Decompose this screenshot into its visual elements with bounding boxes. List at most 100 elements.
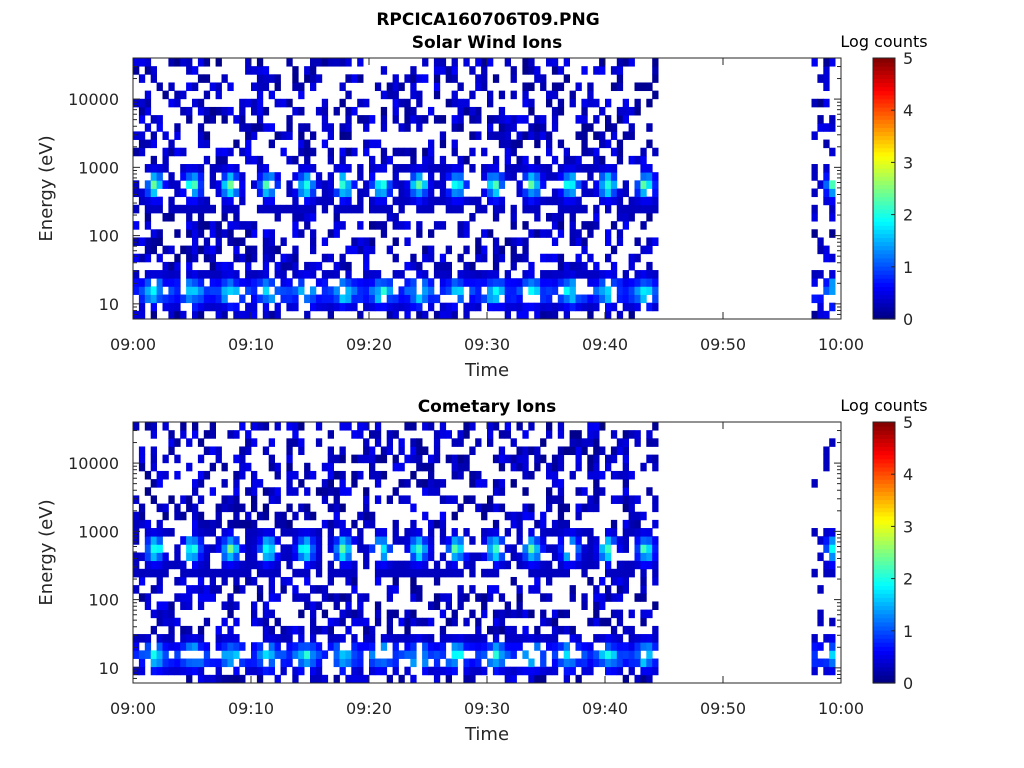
heatmap-cell	[209, 585, 216, 594]
heatmap-cell	[304, 74, 311, 83]
heatmap-cell	[239, 188, 246, 198]
heatmap-cell	[534, 446, 541, 456]
heatmap-cell	[386, 560, 393, 570]
heatmap-cell	[628, 123, 635, 132]
heatmap-cell	[233, 253, 240, 263]
heatmap-cell	[581, 568, 588, 578]
heatmap-cell	[162, 294, 169, 304]
heatmap-cell	[445, 495, 452, 504]
heatmap-cell	[622, 625, 629, 635]
heatmap-cell	[487, 229, 494, 238]
heatmap-cell	[327, 172, 334, 181]
heatmap-cell	[245, 568, 252, 578]
heatmap-cell	[156, 237, 163, 246]
colorbar-segment	[873, 241, 895, 247]
heatmap-cell	[622, 544, 629, 553]
heatmap-cell	[557, 188, 565, 198]
heatmap-cell	[593, 212, 600, 222]
heatmap-cell	[197, 576, 205, 586]
heatmap-cell	[829, 544, 836, 553]
colorbar-segment	[873, 442, 895, 448]
heatmap-cell	[628, 503, 635, 513]
heatmap-cell	[298, 568, 305, 578]
heatmap-cell	[475, 253, 482, 263]
heatmap-cell	[457, 650, 464, 659]
heatmap-cell	[392, 560, 399, 570]
heatmap-cell	[428, 155, 435, 165]
heatmap-cell	[286, 642, 293, 651]
heatmap-cell	[475, 58, 482, 67]
heatmap-cell	[150, 544, 157, 553]
heatmap-cell	[233, 536, 240, 545]
colorbar-segment	[873, 261, 895, 267]
heatmap-cell	[540, 164, 547, 173]
heatmap-cell	[357, 470, 364, 480]
heatmap-cell	[351, 302, 358, 312]
heatmap-cell	[286, 155, 293, 165]
heatmap-cell	[439, 634, 447, 643]
heatmap-cell	[404, 98, 411, 108]
heatmap-cell	[256, 585, 264, 594]
heatmap-cell	[292, 302, 299, 312]
heatmap-cell	[209, 180, 216, 189]
heatmap-cell	[587, 422, 594, 431]
heatmap-cell	[410, 617, 417, 627]
heatmap-cell	[646, 430, 653, 439]
heatmap-cell	[339, 609, 346, 619]
heatmap-cell	[640, 147, 647, 157]
heatmap-cell	[481, 245, 488, 255]
heatmap-cell	[628, 666, 635, 676]
heatmap-cell	[156, 204, 163, 214]
heatmap-cell	[622, 642, 629, 651]
heatmap-cell	[422, 253, 429, 263]
heatmap-cell	[321, 253, 329, 263]
heatmap-cell	[180, 495, 187, 504]
heatmap-cell	[640, 511, 647, 521]
heatmap-cell	[327, 430, 334, 439]
heatmap-cell	[374, 536, 382, 545]
heatmap-cell	[522, 278, 529, 287]
heatmap-cell	[363, 123, 370, 132]
colorbar-segment	[873, 625, 895, 631]
heatmap-cell	[251, 302, 258, 312]
heatmap-cell	[262, 278, 270, 287]
colorbar-tick-label: 3	[903, 517, 913, 536]
heatmap-cell	[593, 147, 600, 157]
heatmap-cell	[569, 446, 576, 456]
heatmap-cell	[439, 180, 447, 189]
heatmap-cell	[451, 511, 458, 521]
heatmap-cell	[569, 98, 576, 108]
heatmap-cell	[315, 294, 323, 304]
heatmap-cell	[363, 552, 370, 562]
heatmap-cell	[150, 115, 157, 124]
heatmap-cell	[457, 155, 464, 165]
heatmap-cell	[292, 438, 299, 447]
heatmap-cell	[251, 245, 258, 255]
heatmap-cell	[274, 519, 281, 529]
heatmap-cell	[593, 470, 600, 480]
heatmap-cell	[298, 188, 305, 198]
heatmap-cell	[221, 536, 228, 545]
heatmap-cell	[310, 196, 317, 206]
heatmap-cell	[540, 560, 547, 570]
heatmap-cell	[386, 204, 393, 214]
heatmap-cell	[634, 180, 641, 189]
heatmap-cell	[410, 576, 417, 586]
heatmap-cell	[439, 593, 447, 602]
heatmap-cell	[528, 528, 535, 537]
heatmap-cell	[551, 66, 559, 75]
heatmap-cell	[563, 155, 570, 165]
heatmap-cell	[310, 585, 317, 594]
heatmap-cell	[463, 462, 470, 472]
heatmap-cell	[451, 180, 458, 189]
heatmap-cell	[133, 131, 140, 140]
heatmap-cell	[233, 310, 240, 320]
heatmap-cell	[492, 180, 500, 189]
heatmap-cell	[569, 470, 576, 480]
heatmap-cell	[498, 487, 506, 496]
heatmap-cell	[540, 454, 547, 464]
heatmap-cell	[428, 245, 435, 255]
heatmap-cell	[144, 188, 152, 198]
heatmap-cell	[398, 479, 405, 488]
heatmap-cell	[180, 625, 187, 635]
